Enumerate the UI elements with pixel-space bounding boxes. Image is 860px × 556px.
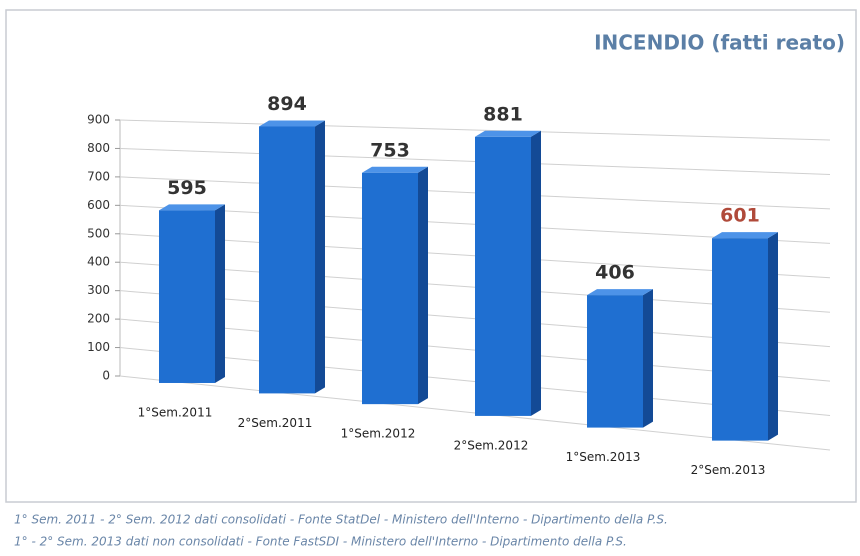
value-label: 753 xyxy=(370,139,410,161)
bar xyxy=(159,210,215,383)
footnote: 1° Sem. 2011 - 2° Sem. 2012 dati consoli… xyxy=(14,513,668,527)
bar-top xyxy=(475,130,541,137)
y-tick-label: 200 xyxy=(87,312,110,326)
bar xyxy=(259,126,315,394)
y-tick-label: 700 xyxy=(87,169,110,183)
x-tick-label: 1°Sem.2012 xyxy=(341,427,416,441)
y-tick-label: 0 xyxy=(102,369,110,383)
y-tick-label: 600 xyxy=(87,198,110,212)
bar-side xyxy=(643,289,653,428)
value-label: 406 xyxy=(595,262,635,284)
y-tick-label: 500 xyxy=(87,226,110,240)
x-tick-label: 1°Sem.2011 xyxy=(138,405,213,419)
bar-top xyxy=(159,204,225,211)
bar-top xyxy=(362,166,428,173)
y-tick-label: 100 xyxy=(87,340,110,354)
value-label: 601 xyxy=(720,205,760,227)
bar xyxy=(475,136,531,416)
x-tick-label: 2°Sem.2011 xyxy=(238,416,313,430)
x-tick-label: 1°Sem.2013 xyxy=(566,450,641,464)
bar-side xyxy=(768,232,778,441)
bar-top xyxy=(587,289,653,296)
grid-line xyxy=(119,119,831,141)
y-tick-label: 300 xyxy=(87,283,110,297)
bar-side xyxy=(315,120,325,394)
value-label: 894 xyxy=(267,93,307,115)
bar xyxy=(362,172,418,405)
bar-side xyxy=(215,204,225,383)
y-tick-label: 900 xyxy=(87,113,110,127)
bar-top xyxy=(712,232,778,239)
x-tick-label: 2°Sem.2013 xyxy=(691,463,766,477)
chart-title: INCENDIO (fatti reato) xyxy=(594,31,845,55)
footnote: 1° - 2° Sem. 2013 dati non consolidati -… xyxy=(14,535,627,549)
value-label: 595 xyxy=(167,177,207,199)
bar-side xyxy=(418,166,428,405)
bar xyxy=(587,295,643,428)
y-tick-label: 400 xyxy=(87,255,110,269)
bar-top xyxy=(259,120,325,127)
bar-side xyxy=(531,130,541,416)
value-label: 881 xyxy=(483,103,523,125)
y-tick-label: 800 xyxy=(87,141,110,155)
x-tick-label: 2°Sem.2012 xyxy=(454,438,529,452)
bar xyxy=(712,238,768,441)
